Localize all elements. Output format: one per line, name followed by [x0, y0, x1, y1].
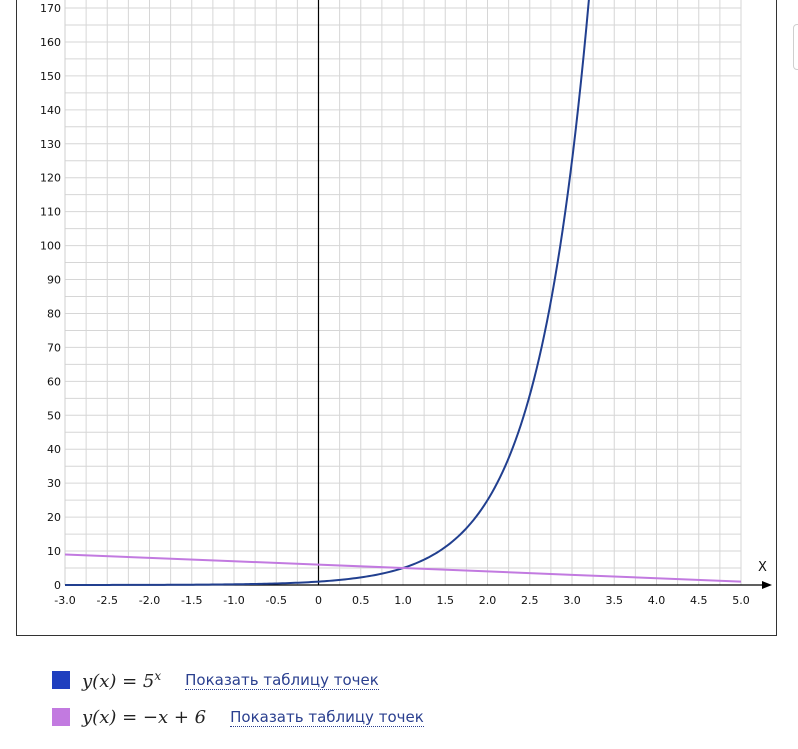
y-tick-label: 30: [47, 477, 61, 490]
y-tick-label: 50: [47, 409, 61, 422]
y-tick-label: 100: [40, 240, 61, 253]
legend-swatch-linear: [52, 708, 70, 726]
x-tick-label: 4.0: [648, 594, 666, 607]
function-plot: X -3.0 -2.5 -2.0 -1.5 -1.0 -0.5 0 0.5 1.0 1.5 2.0 2.…: [40, 0, 772, 607]
x-tick-label: 1.5: [437, 594, 455, 607]
series-line-exponential: [65, 0, 590, 586]
legend-formula-exponential: y(x) = 5x: [82, 668, 162, 692]
series-line-linear: [65, 553, 742, 583]
legend-item-linear: y(x) = −x + 6 Показать таблицу точек: [52, 706, 424, 728]
x-tick-label: 4.5: [690, 594, 708, 607]
legend-item-exponential: y(x) = 5x Показать таблицу точек: [52, 668, 379, 692]
y-tick-label: 130: [40, 138, 61, 151]
x-tick-label: -1.5: [181, 594, 202, 607]
y-tick-label: 150: [40, 70, 61, 83]
legend-swatch-exponential: [52, 671, 70, 689]
x-axis-arrow: [762, 581, 772, 589]
y-tick-label: 120: [40, 172, 61, 185]
side-scroll-button[interactable]: [793, 24, 798, 70]
x-tick-label: -1.0: [223, 594, 244, 607]
legend-formula-linear: y(x) = −x + 6: [82, 706, 207, 728]
x-tick-label: 2.5: [521, 594, 539, 607]
x-tick-label: -2.5: [97, 594, 118, 607]
chart-frame: [16, 0, 777, 636]
y-tick-label: 140: [40, 104, 61, 117]
y-tick-label: 20: [47, 511, 61, 524]
y-tick-label: 10: [47, 545, 61, 558]
x-tick-label: 3.0: [563, 594, 581, 607]
x-tick-label: 0: [315, 594, 322, 607]
x-axis-label: X: [758, 560, 767, 575]
y-tick-label: 40: [47, 443, 61, 456]
x-tick-label: 5.0: [732, 594, 750, 607]
y-tick-label: 70: [47, 341, 61, 354]
y-tick-label: 90: [47, 274, 61, 287]
y-tick-label: 160: [40, 36, 61, 49]
y-tick-label: 110: [40, 206, 61, 219]
y-tick-label: 60: [47, 375, 61, 388]
show-points-table-link[interactable]: Показать таблицу точек: [230, 707, 424, 727]
y-tick-label: 170: [40, 2, 61, 15]
x-tick-label: 3.5: [606, 594, 624, 607]
x-tick-label: 0.5: [352, 594, 370, 607]
y-tick-label: 0: [54, 579, 61, 592]
show-points-table-link[interactable]: Показать таблицу точек: [185, 670, 379, 690]
y-tick-label: 80: [47, 307, 61, 320]
x-tick-label: 1.0: [394, 594, 412, 607]
x-tick-label: -0.5: [266, 594, 287, 607]
x-tick-label: -3.0: [54, 594, 75, 607]
x-tick-label: -2.0: [139, 594, 160, 607]
x-tick-label: 2.0: [479, 594, 497, 607]
